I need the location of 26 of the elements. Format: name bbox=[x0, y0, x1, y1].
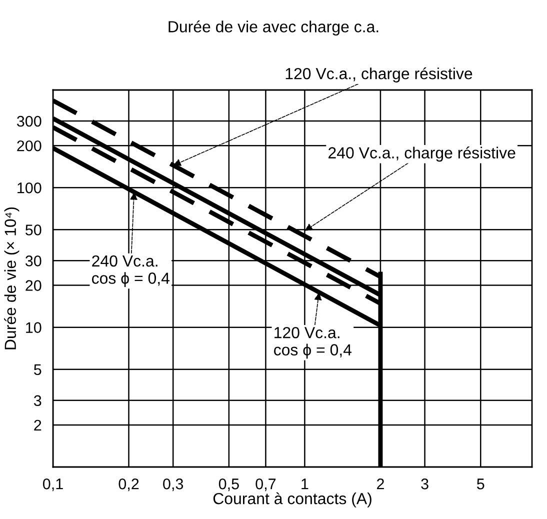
x-tick-label: 3 bbox=[421, 478, 428, 490]
y-axis-title: Durée de vie (× 10⁴) bbox=[4, 207, 20, 350]
x-tick-label: 0,5 bbox=[218, 478, 239, 492]
annotation: 240 Vc.a., charge résistive bbox=[328, 146, 516, 162]
x-tick-label: 0,7 bbox=[256, 478, 276, 492]
y-tick-label: 5 bbox=[34, 364, 42, 376]
x-tick-label: 1 bbox=[302, 478, 308, 490]
x-tick-label: 0,1 bbox=[42, 478, 63, 492]
chart-title: Durée de vie avec charge c.a. bbox=[168, 20, 378, 36]
y-tick-label: 10 bbox=[26, 322, 42, 334]
annotation: 120 Vc.a. cos ϕ = 0,4 bbox=[274, 326, 352, 359]
y-tick-label: 300 bbox=[16, 116, 42, 127]
y-tick-label: 20 bbox=[26, 280, 42, 291]
y-tick-label: 50 bbox=[26, 224, 42, 236]
x-tick-label: 2 bbox=[376, 478, 384, 490]
x-tick-label: 0,3 bbox=[163, 478, 184, 492]
x-tick-label: 0,2 bbox=[118, 478, 139, 492]
y-tick-label: 3 bbox=[34, 395, 42, 406]
y-tick-label: 100 bbox=[18, 182, 42, 194]
y-tick-label: 30 bbox=[25, 256, 42, 266]
y-tick-label: 200 bbox=[17, 140, 42, 152]
annotation: 120 Vc.a., charge résistive bbox=[286, 67, 472, 82]
y-tick-label: 2 bbox=[34, 420, 42, 430]
x-axis-title: Courant à contacts (A) bbox=[213, 492, 372, 508]
x-tick-label: 5 bbox=[476, 478, 484, 490]
annotation: 240 Vc.a. cos ϕ = 0,4 bbox=[92, 255, 170, 288]
